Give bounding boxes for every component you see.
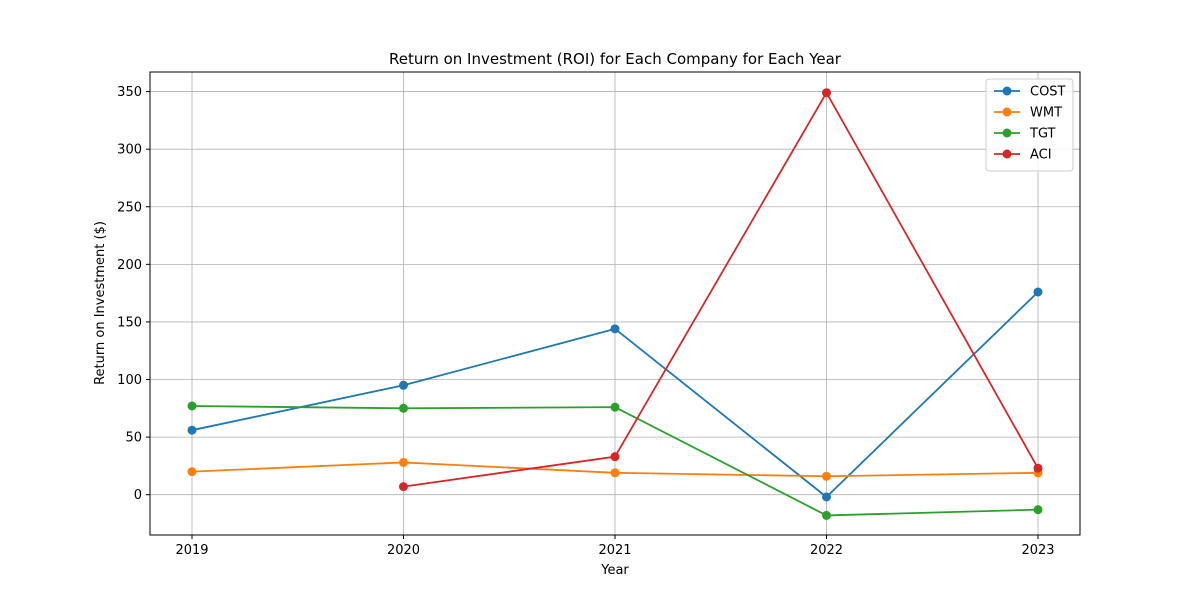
- data-point-tgt: [610, 402, 620, 412]
- data-point-aci: [399, 482, 408, 492]
- data-point-wmt: [399, 457, 408, 467]
- x-tick-label: 2022: [810, 543, 843, 558]
- y-tick-label: 0: [134, 488, 142, 503]
- legend-marker-aci: [1002, 149, 1012, 159]
- data-point-cost: [1033, 287, 1043, 297]
- series-tgt: [187, 401, 1043, 520]
- data-point-tgt: [1033, 505, 1043, 515]
- legend-label-cost: COST: [1030, 85, 1066, 100]
- data-point-cost: [610, 324, 620, 334]
- axis-ticks: 2019 2020 2021 2022 2023 0 50 100 150 200 250 300 35…: [117, 85, 1054, 558]
- data-point-wmt: [610, 468, 620, 478]
- legend-label-aci: ACI: [1030, 148, 1052, 163]
- x-tick-label: 2019: [175, 543, 208, 558]
- series-aci: [399, 88, 1043, 492]
- data-point-aci: [822, 88, 831, 98]
- y-tick-label: 100: [117, 373, 142, 388]
- data-point-cost: [822, 492, 831, 502]
- data-point-tgt: [187, 401, 197, 411]
- x-tick-label: 2021: [598, 543, 631, 558]
- data-point-aci: [1033, 463, 1043, 473]
- legend: COST WMT TGT ACI: [985, 78, 1074, 172]
- data-point-cost: [399, 380, 408, 390]
- data-point-wmt: [187, 467, 197, 477]
- y-tick-label: 50: [125, 431, 142, 446]
- y-tick-label: 200: [117, 258, 142, 273]
- x-tick-label: 2020: [387, 543, 420, 558]
- x-tick-label: 2023: [1021, 543, 1054, 558]
- series-layer: [187, 88, 1043, 520]
- legend-label-tgt: TGT: [1029, 127, 1056, 142]
- grid-lines: [150, 72, 1080, 535]
- data-point-cost: [187, 425, 197, 435]
- y-tick-label: 350: [117, 85, 142, 100]
- data-point-tgt: [399, 403, 408, 413]
- legend-marker-wmt: [1002, 107, 1012, 117]
- legend-label-wmt: WMT: [1030, 106, 1062, 121]
- legend-marker-cost: [1002, 86, 1012, 96]
- y-tick-label: 300: [117, 143, 142, 158]
- series-cost: [187, 287, 1043, 502]
- y-tick-label: 250: [117, 200, 142, 215]
- data-point-aci: [610, 452, 620, 462]
- y-axis-title: Return on Investment ($): [93, 221, 108, 385]
- legend-marker-tgt: [1002, 128, 1012, 138]
- data-point-tgt: [822, 510, 831, 520]
- data-point-wmt: [822, 471, 831, 481]
- series-line-aci: [403, 91, 1039, 488]
- legend-box: [985, 78, 1074, 172]
- y-tick-label: 150: [117, 315, 142, 330]
- chart-title: Return on Investment (ROI) for Each Comp…: [389, 50, 842, 68]
- x-axis-title: Year: [600, 563, 629, 578]
